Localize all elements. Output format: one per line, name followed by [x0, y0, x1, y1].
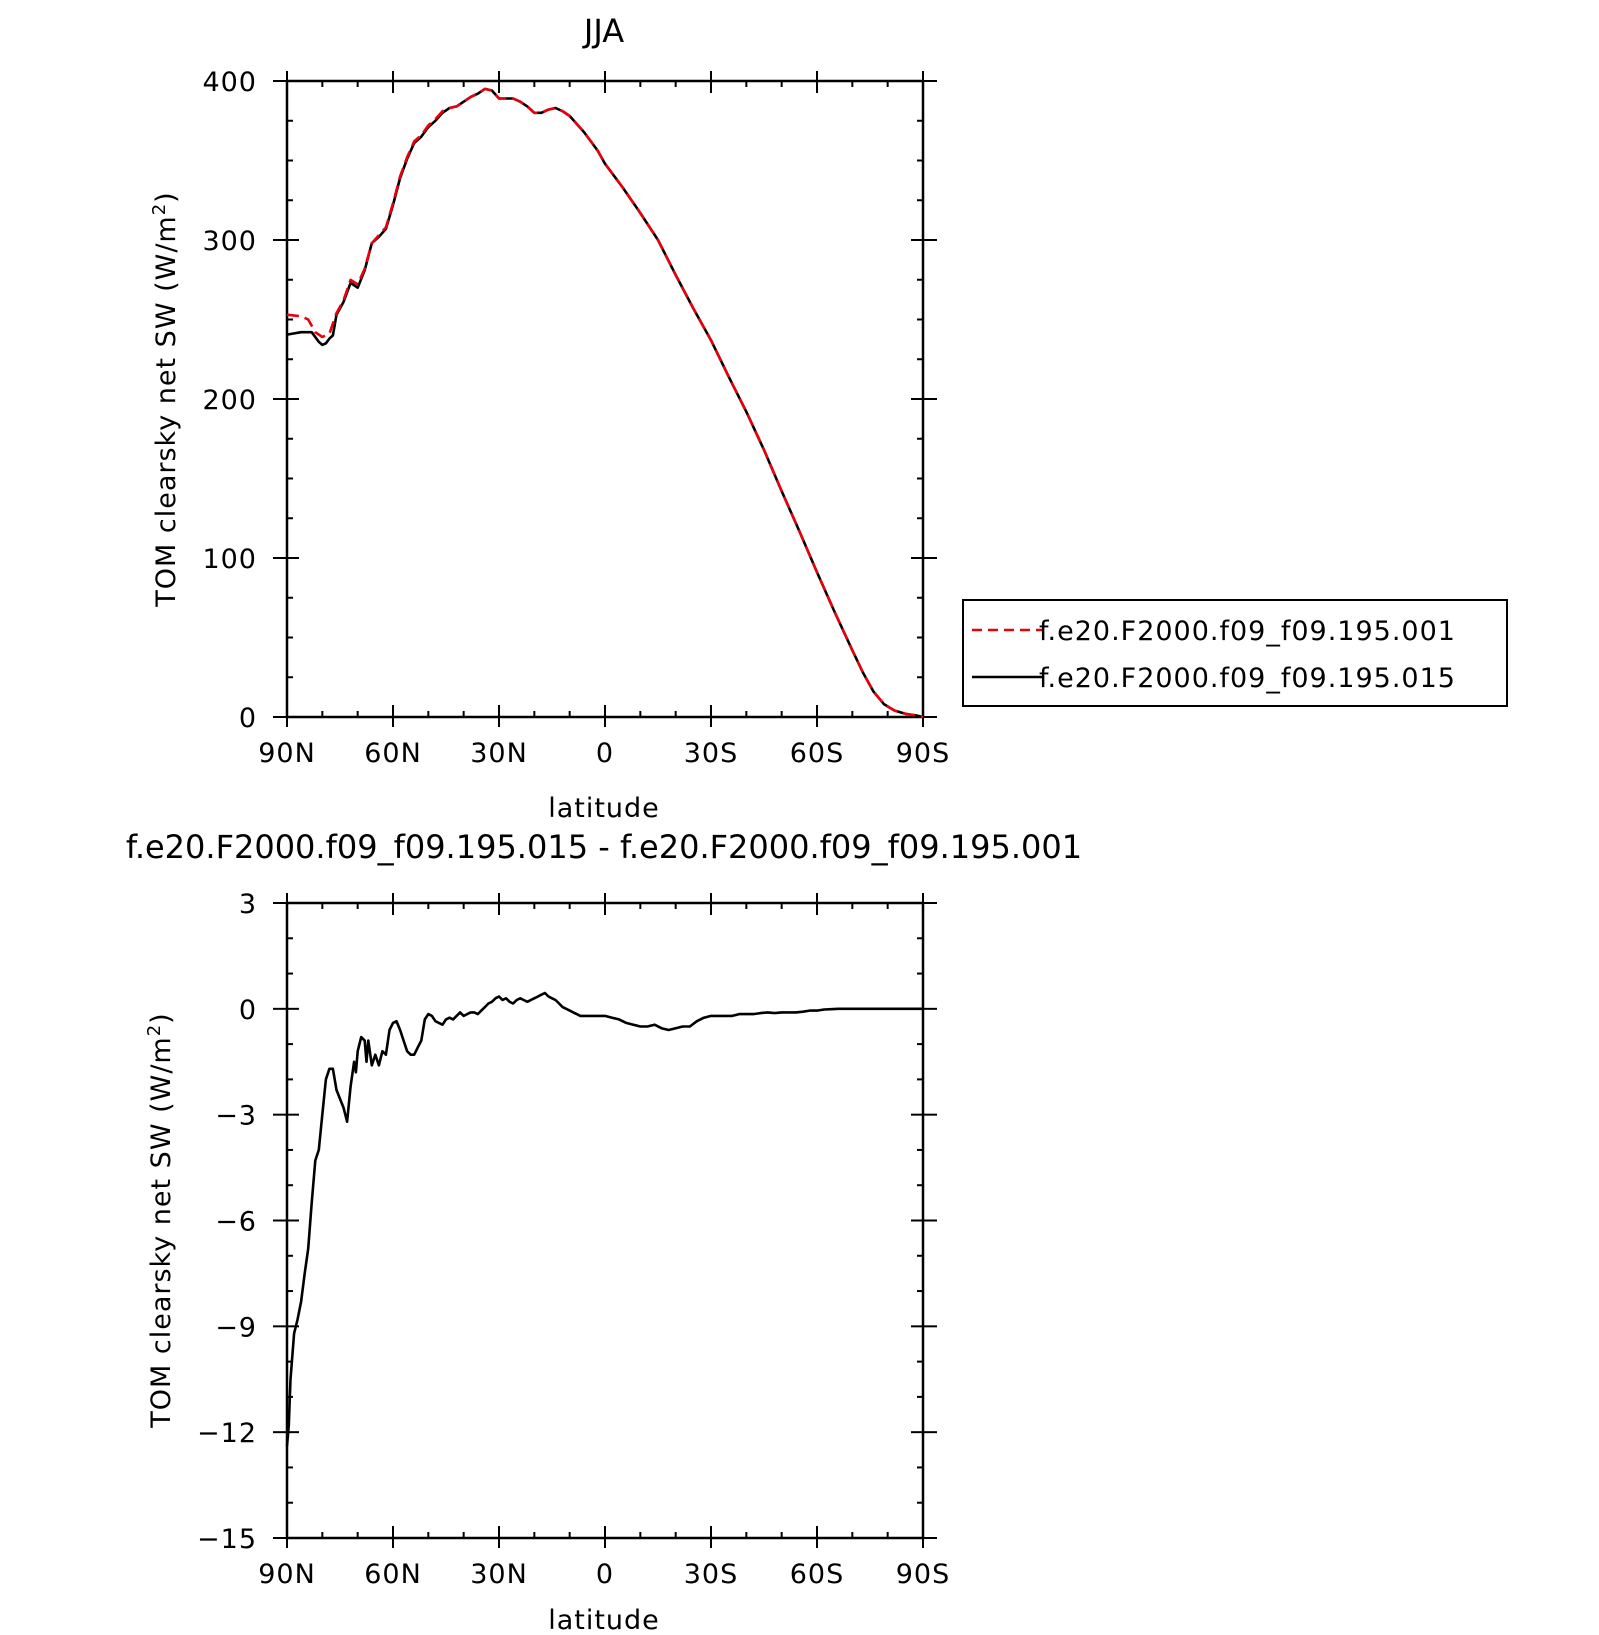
chart-bottom-ylabel-sup: 2	[144, 1024, 165, 1036]
legend-label-001: f.e20.F2000.f09_f09.195.001	[1039, 616, 1456, 647]
x-tick-label: 90N	[258, 738, 316, 769]
y-tick-label: 3	[239, 889, 257, 920]
chart-top-ylabel-sup: 2	[149, 203, 170, 215]
y-tick-label: 0	[239, 703, 257, 734]
x-tick-label: 90S	[896, 1559, 951, 1590]
chart-top-frame	[285, 79, 925, 719]
x-tick-label: 60S	[790, 738, 845, 769]
x-tick-label: 0	[596, 1559, 614, 1590]
chart-top-xlabel: latitude	[548, 793, 660, 824]
chart-bottom-xlabel: latitude	[548, 1605, 660, 1635]
chart-top-series	[286, 87, 924, 719]
x-tick-label: 60N	[364, 1559, 422, 1590]
chart-bottom-ylabel-close: )	[146, 1012, 177, 1024]
x-tick-label: 30S	[684, 738, 739, 769]
x-tick-label: 0	[596, 738, 614, 769]
chart-top-ylabel-main: TOM clearsky net SW (W/m	[151, 215, 182, 607]
x-tick-label: 90S	[896, 738, 951, 769]
legend-label-015: f.e20.F2000.f09_f09.195.015	[1039, 663, 1456, 694]
y-tick-label: −3	[215, 1101, 257, 1132]
chart-top-ylabel-close: )	[151, 191, 182, 203]
y-tick-label: 300	[202, 226, 257, 257]
y-tick-label: 200	[202, 385, 257, 416]
y-tick-label: 0	[239, 995, 257, 1026]
y-tick-label: −6	[215, 1207, 257, 1238]
chart-top-ylabel: TOM clearsky net SW (W/m2)	[149, 191, 182, 607]
y-tick-label: 100	[202, 544, 257, 575]
chart-top: JJA 90N 60N 30N 0 30S 60S 90S 0 100 200 300 400 lat…	[149, 12, 1508, 824]
y-tick-label: −15	[197, 1524, 257, 1555]
legend: f.e20.F2000.f09_f09.195.001 f.e20.F2000.…	[962, 599, 1508, 707]
legend-box	[962, 599, 1508, 707]
y-tick-label: 400	[202, 67, 257, 98]
x-tick-label: 30S	[684, 1559, 739, 1590]
x-tick-label: 30N	[470, 738, 528, 769]
chart-bottom-title: f.e20.F2000.f09_f09.195.015 - f.e20.F200…	[126, 828, 1082, 866]
chart-bottom-frame	[285, 901, 925, 1540]
chart-top-title: JJA	[582, 12, 624, 50]
chart-bottom: f.e20.F2000.f09_f09.195.015 - f.e20.F200…	[126, 828, 1082, 1635]
x-tick-label: 60S	[790, 1559, 845, 1590]
x-tick-label: 90N	[258, 1559, 316, 1590]
chart-top-ticks: 90N 60N 30N 0 30S 60S 90S 0 100 200 300 400	[202, 67, 951, 769]
series-line-bottom-0	[285, 991, 923, 1447]
series-line-top-1	[286, 87, 924, 719]
x-tick-label: 30N	[470, 1559, 528, 1590]
x-tick-label: 60N	[364, 738, 422, 769]
series-line-top-0	[286, 87, 924, 719]
chart-bottom-ticks: 90N 60N 30N 0 30S 60S 90S 3 0 −3 −6 −9 −12 −15	[197, 889, 951, 1590]
chart-bottom-ylabel-main: TOM clearsky net SW (W/m	[146, 1036, 177, 1428]
chart-bottom-series	[285, 991, 923, 1447]
y-tick-label: −12	[197, 1418, 257, 1449]
chart-bottom-ylabel: TOM clearsky net SW (W/m2)	[144, 1012, 177, 1428]
y-tick-label: −9	[215, 1312, 257, 1343]
